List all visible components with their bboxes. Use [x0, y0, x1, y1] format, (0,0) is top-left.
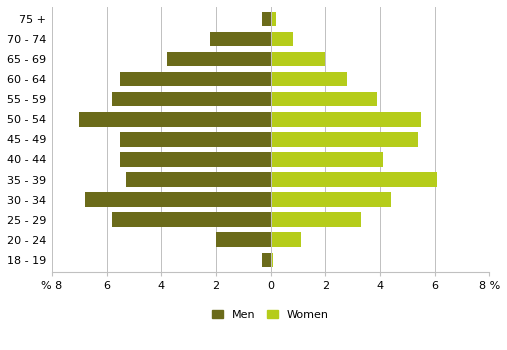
Bar: [271, 212, 361, 227]
Bar: [271, 72, 347, 86]
Bar: [167, 52, 271, 66]
Bar: [216, 232, 271, 247]
Bar: [271, 12, 276, 26]
Bar: [126, 172, 271, 187]
Bar: [210, 32, 271, 46]
Bar: [271, 172, 438, 187]
Bar: [271, 152, 383, 167]
Bar: [120, 72, 271, 86]
Bar: [85, 193, 271, 207]
Bar: [271, 52, 325, 66]
Bar: [271, 112, 421, 127]
Bar: [120, 132, 271, 147]
Legend: Men, Women: Men, Women: [208, 306, 334, 324]
Bar: [271, 132, 418, 147]
Bar: [112, 92, 271, 106]
Bar: [79, 112, 271, 127]
Bar: [271, 32, 293, 46]
Bar: [271, 232, 301, 247]
Bar: [271, 253, 273, 267]
Bar: [263, 253, 271, 267]
Bar: [271, 193, 391, 207]
Bar: [263, 12, 271, 26]
Bar: [112, 212, 271, 227]
Bar: [120, 152, 271, 167]
Bar: [271, 92, 377, 106]
